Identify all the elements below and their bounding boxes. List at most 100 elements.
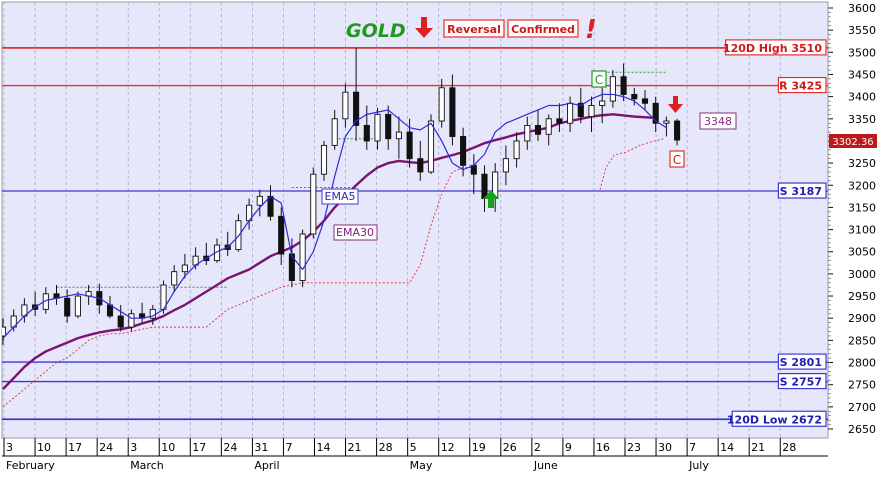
candle bbox=[235, 214, 242, 252]
level-label: 120D High 3510 bbox=[723, 42, 822, 55]
candle bbox=[395, 116, 402, 159]
value-box-label: 3348 bbox=[704, 115, 732, 128]
trailing-stop-line bbox=[2, 138, 665, 408]
candle bbox=[363, 105, 370, 150]
candle bbox=[320, 140, 328, 181]
x-tick-label: 17 bbox=[192, 441, 206, 454]
x-tick-label: 2 bbox=[534, 441, 541, 454]
candle bbox=[2, 318, 7, 345]
candle bbox=[438, 78, 445, 128]
level-label-box bbox=[777, 372, 827, 390]
candle-body-down bbox=[363, 124, 370, 142]
c-marker-red-label: C bbox=[673, 153, 681, 167]
candle-body-up bbox=[374, 113, 381, 142]
c-marker-red: C bbox=[669, 150, 685, 168]
candle-body-up bbox=[235, 220, 242, 250]
x-tick-label: 16 bbox=[596, 441, 610, 454]
candle-body-down bbox=[278, 215, 285, 255]
candle-body-down bbox=[449, 87, 456, 137]
exclamation-mark: ! bbox=[585, 15, 597, 45]
x-month-label: May bbox=[410, 459, 433, 472]
y-tick-label: 3350 bbox=[848, 113, 876, 126]
candle bbox=[620, 63, 627, 102]
x-tick-label: 17 bbox=[68, 441, 82, 454]
y-tick-label: 2850 bbox=[848, 334, 876, 347]
candle bbox=[385, 105, 392, 150]
candle bbox=[256, 189, 263, 217]
candle-body-up bbox=[395, 131, 402, 140]
level-label-box bbox=[724, 39, 827, 56]
x-tick-label: 3 bbox=[6, 441, 13, 454]
y-tick-label: 2900 bbox=[848, 312, 876, 325]
candle bbox=[534, 109, 542, 141]
candle-body-down bbox=[534, 124, 542, 135]
candle bbox=[74, 291, 81, 319]
c-marker-green: C bbox=[591, 70, 607, 88]
chart-title: GOLD bbox=[346, 20, 406, 42]
candle-body-down bbox=[577, 102, 584, 118]
candle-body-up bbox=[310, 173, 317, 235]
candle-body-up bbox=[609, 76, 616, 102]
x-month-label: June bbox=[533, 459, 558, 472]
plot-area bbox=[1, 1, 829, 439]
level-label-box bbox=[777, 353, 827, 370]
y-tick-label: 3100 bbox=[848, 224, 876, 237]
candle bbox=[513, 132, 520, 168]
candle bbox=[181, 253, 188, 279]
candle-body-up bbox=[2, 326, 7, 337]
x-tick-label: 21 bbox=[348, 441, 362, 454]
candle-body-down bbox=[620, 76, 627, 95]
x-tick-label: 30 bbox=[658, 441, 672, 454]
y-tick-label: 3150 bbox=[848, 201, 876, 214]
candle-body-down bbox=[641, 98, 649, 104]
level-label: S 3187 bbox=[780, 185, 822, 198]
candle-body-down bbox=[406, 131, 413, 160]
candle-body-up bbox=[128, 313, 135, 328]
x-tick-label: 5 bbox=[410, 441, 417, 454]
candle-body-up bbox=[74, 295, 81, 317]
candle bbox=[460, 127, 467, 177]
ema30-label: EMA30 bbox=[336, 226, 374, 239]
y-tick-label: 3550 bbox=[848, 24, 876, 37]
reversal-label: Reversal bbox=[447, 23, 501, 36]
ema5-path bbox=[2, 93, 667, 339]
y-tick-label: 2700 bbox=[848, 401, 876, 414]
candle-body-up bbox=[513, 140, 520, 160]
candle bbox=[502, 145, 509, 186]
x-tick-label: 10 bbox=[37, 441, 51, 454]
x-tick-label: 24 bbox=[99, 441, 113, 454]
y-tick-label: 3250 bbox=[848, 157, 876, 170]
x-axis: 3 10 17 24 3 10 17 24 31 7 14 21 28 5 12 19 26 2 9 16 23 30 7 1… bbox=[2, 438, 828, 472]
green-up-arrow-icon bbox=[483, 190, 499, 208]
level-label: R 3425 bbox=[779, 80, 822, 93]
y-axis: 2650 2700 2750 2800 2850 2900 2950 3000 3050 3100… bbox=[828, 2, 876, 436]
level-label-box bbox=[777, 182, 827, 199]
reversal-box: Reversal bbox=[443, 19, 505, 38]
candle-body-up bbox=[599, 100, 606, 106]
candle bbox=[599, 87, 606, 124]
candle-body-down bbox=[117, 315, 124, 328]
x-tick-label: 9 bbox=[565, 441, 572, 454]
candle bbox=[353, 47, 360, 141]
x-month-label: July bbox=[688, 459, 709, 472]
level-label: 120D Low 2672 bbox=[727, 413, 822, 426]
x-tick-label: 24 bbox=[223, 441, 237, 454]
candle bbox=[674, 118, 681, 146]
candle-body-down bbox=[267, 195, 274, 217]
candle-body-down bbox=[385, 113, 392, 140]
candle-body-up bbox=[438, 87, 445, 122]
candle bbox=[545, 114, 552, 146]
candle-body-up bbox=[427, 120, 435, 173]
candle-body-up bbox=[588, 105, 595, 118]
x-month-label: February bbox=[6, 459, 55, 472]
candle bbox=[374, 107, 381, 150]
candle-body-down bbox=[631, 93, 638, 100]
level-label-box bbox=[777, 76, 827, 94]
y-tick-label: 2950 bbox=[848, 290, 876, 303]
x-tick-label: 14 bbox=[720, 441, 734, 454]
x-tick-label: 10 bbox=[161, 441, 175, 454]
ema5-label: EMA5 bbox=[325, 190, 356, 203]
candle bbox=[278, 207, 285, 266]
candle bbox=[171, 265, 178, 292]
stop-line-segment-1 bbox=[2, 167, 474, 408]
